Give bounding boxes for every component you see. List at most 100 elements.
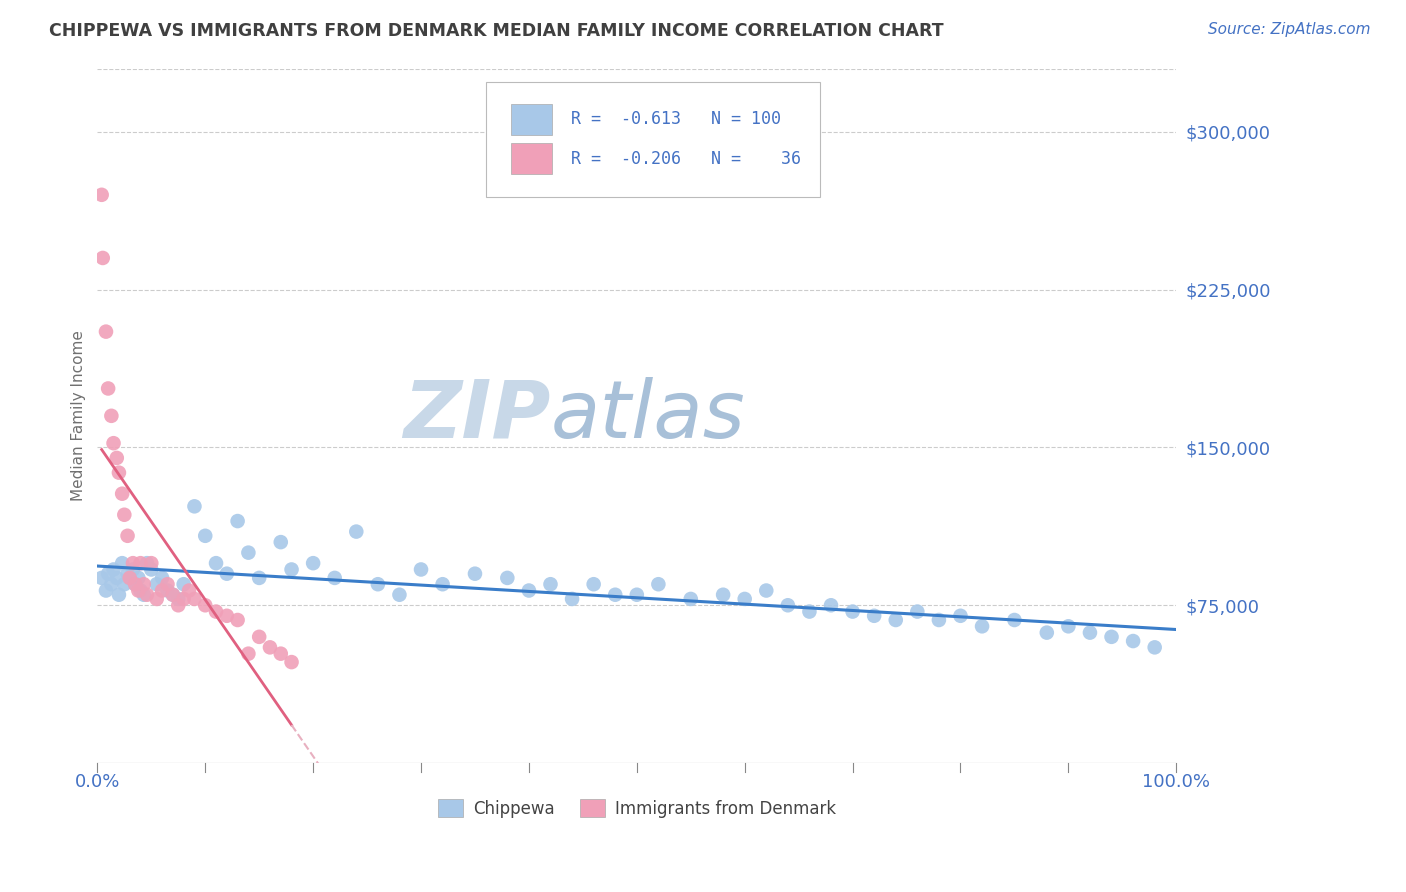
Point [1143, 640, 1166, 655]
Point [605, 588, 627, 602]
Point [1057, 619, 1080, 633]
Point [167, 599, 190, 613]
Point [679, 591, 702, 606]
Point [156, 583, 179, 598]
Point [409, 562, 432, 576]
Point [626, 588, 648, 602]
Point [111, 486, 134, 500]
Point [97, 566, 120, 581]
Point [122, 556, 145, 570]
Y-axis label: Median Family Income: Median Family Income [72, 330, 86, 501]
Point [205, 605, 228, 619]
Point [238, 546, 260, 560]
Point [496, 571, 519, 585]
Point [302, 556, 325, 570]
Point [90, 571, 112, 585]
Point [112, 577, 135, 591]
Text: R =  -0.206   N =    36: R = -0.206 N = 36 [571, 150, 801, 168]
Point [1004, 613, 1026, 627]
Text: atlas: atlas [551, 376, 745, 455]
Point [136, 588, 159, 602]
Point [156, 577, 179, 591]
Point [464, 566, 486, 581]
Point [344, 524, 367, 539]
Point [162, 588, 184, 602]
Point [280, 655, 302, 669]
Point [132, 577, 155, 591]
Point [136, 556, 159, 570]
Point [177, 583, 200, 598]
Point [841, 605, 863, 619]
Point [247, 571, 270, 585]
Point [108, 588, 131, 602]
Point [226, 613, 249, 627]
FancyBboxPatch shape [510, 144, 551, 175]
Point [928, 613, 950, 627]
Point [905, 605, 928, 619]
Point [215, 608, 238, 623]
Point [734, 591, 756, 606]
Point [118, 571, 141, 585]
FancyBboxPatch shape [485, 82, 820, 197]
Point [127, 583, 149, 598]
Point [194, 599, 217, 613]
Point [145, 591, 167, 606]
Point [90, 187, 112, 202]
Point [280, 562, 302, 576]
Point [540, 577, 562, 591]
Text: R =  -0.613   N = 100: R = -0.613 N = 100 [571, 111, 780, 128]
Point [863, 608, 886, 623]
Point [270, 535, 292, 549]
Point [238, 647, 260, 661]
Point [432, 577, 454, 591]
Point [1101, 630, 1123, 644]
Point [150, 583, 173, 598]
Point [91, 251, 114, 265]
Point [129, 583, 152, 598]
Point [145, 577, 167, 591]
Text: CHIPPEWA VS IMMIGRANTS FROM DENMARK MEDIAN FAMILY INCOME CORRELATION CHART: CHIPPEWA VS IMMIGRANTS FROM DENMARK MEDI… [49, 22, 943, 40]
Point [118, 571, 141, 585]
Point [949, 608, 972, 623]
Point [1036, 625, 1059, 640]
Point [129, 556, 152, 570]
Point [100, 577, 122, 591]
Text: ZIP: ZIP [404, 376, 551, 455]
Point [124, 577, 146, 591]
Point [561, 591, 583, 606]
Point [122, 562, 145, 576]
Point [167, 591, 190, 606]
Point [141, 556, 163, 570]
Point [150, 571, 173, 585]
Point [94, 583, 117, 598]
Point [124, 577, 146, 591]
Point [94, 325, 117, 339]
Point [162, 588, 184, 602]
Point [112, 508, 135, 522]
Point [194, 529, 217, 543]
Point [108, 466, 131, 480]
Point [215, 566, 238, 581]
Point [103, 562, 125, 576]
Point [103, 436, 125, 450]
Point [884, 613, 907, 627]
Point [173, 591, 195, 606]
Point [755, 583, 778, 598]
Legend: Chippewa, Immigrants from Denmark: Chippewa, Immigrants from Denmark [432, 793, 842, 824]
Point [259, 640, 281, 655]
Point [100, 409, 122, 423]
Point [582, 577, 605, 591]
Point [105, 571, 128, 585]
Point [367, 577, 389, 591]
Point [247, 630, 270, 644]
Point [820, 599, 842, 613]
Point [117, 566, 139, 581]
Point [127, 571, 149, 585]
Point [799, 605, 821, 619]
Point [1078, 625, 1101, 640]
Text: Source: ZipAtlas.com: Source: ZipAtlas.com [1208, 22, 1371, 37]
Point [141, 562, 163, 576]
Point [105, 450, 128, 465]
Point [173, 577, 195, 591]
Point [647, 577, 669, 591]
